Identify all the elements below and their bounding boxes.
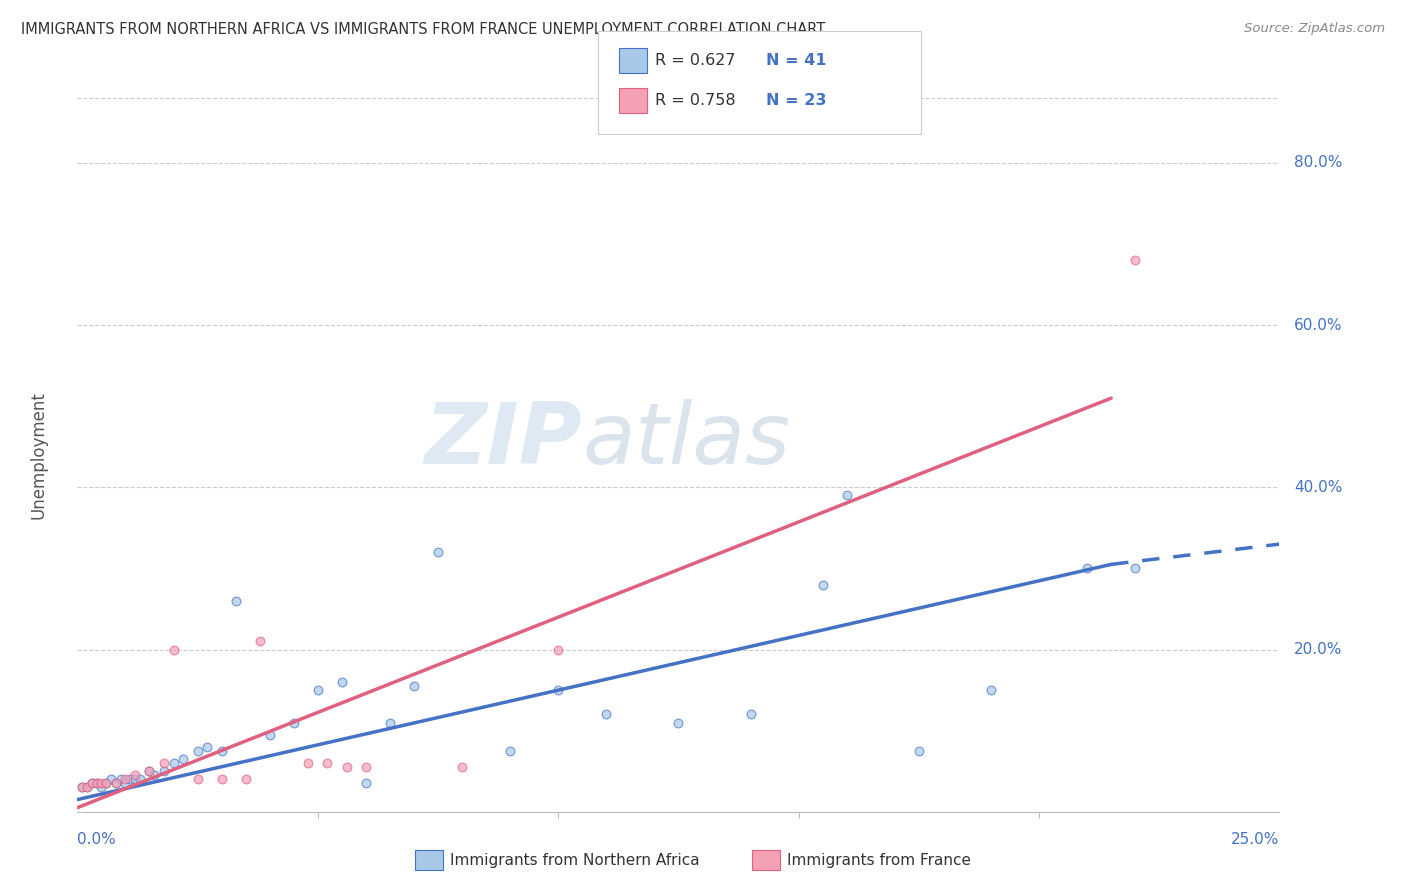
Point [1123,253,1146,268]
Point [307,683,329,698]
Text: N = 23: N = 23 [766,94,827,108]
Point [114,776,136,790]
Text: Unemployment: Unemployment [30,391,48,519]
Text: 20.0%: 20.0% [1294,642,1343,657]
Point [297,756,319,770]
Text: atlas: atlas [582,399,790,483]
Text: 0.0%: 0.0% [77,832,117,847]
Point [547,683,569,698]
Point [100,772,122,787]
Point [76,780,98,795]
Point [283,715,305,730]
Point [90,780,112,795]
Text: 60.0%: 60.0% [1294,318,1343,333]
Point [153,756,176,770]
Text: ZIP: ZIP [425,399,582,483]
Point [138,764,160,779]
Point [668,715,690,730]
Point [80,776,103,790]
Text: R = 0.627: R = 0.627 [655,54,735,68]
Point [225,594,247,608]
Point [740,707,762,722]
Point [1123,561,1146,575]
Point [835,488,858,502]
Point [76,780,98,795]
Point [211,772,233,787]
Point [354,760,377,774]
Point [120,772,142,787]
Point [595,707,617,722]
Point [162,642,184,657]
Text: R = 0.758: R = 0.758 [655,94,735,108]
Point [153,764,176,779]
Point [80,776,103,790]
Point [547,642,569,657]
Point [86,776,108,790]
Text: Immigrants from France: Immigrants from France [787,854,972,868]
Point [259,728,281,742]
Point [980,683,1002,698]
Point [235,772,257,787]
Point [104,776,127,790]
Point [138,764,160,779]
Point [143,768,166,782]
Point [427,545,450,559]
Text: Source: ZipAtlas.com: Source: ZipAtlas.com [1244,22,1385,36]
Point [211,744,233,758]
Point [330,675,353,690]
Point [186,744,209,758]
Point [86,776,108,790]
Point [402,679,425,693]
Point [1076,561,1098,575]
Point [128,772,150,787]
Point [354,776,377,790]
Point [249,634,271,648]
Point [110,772,132,787]
Text: Immigrants from Northern Africa: Immigrants from Northern Africa [450,854,700,868]
Point [172,752,194,766]
Point [499,744,522,758]
Text: 40.0%: 40.0% [1294,480,1343,495]
Point [811,577,834,591]
Point [162,756,184,770]
Point [186,772,209,787]
Text: 80.0%: 80.0% [1294,155,1343,170]
Point [451,760,474,774]
Point [378,715,401,730]
Point [104,776,127,790]
Text: IMMIGRANTS FROM NORTHERN AFRICA VS IMMIGRANTS FROM FRANCE UNEMPLOYMENT CORRELATI: IMMIGRANTS FROM NORTHERN AFRICA VS IMMIG… [21,22,825,37]
Point [114,772,136,787]
Point [70,780,93,795]
Point [336,760,359,774]
Point [124,768,146,782]
Text: 25.0%: 25.0% [1232,832,1279,847]
Point [908,744,931,758]
Point [96,776,118,790]
Point [316,756,339,770]
Point [96,776,118,790]
Point [90,776,112,790]
Point [70,780,93,795]
Text: N = 41: N = 41 [766,54,827,68]
Point [195,739,218,754]
Point [124,772,146,787]
